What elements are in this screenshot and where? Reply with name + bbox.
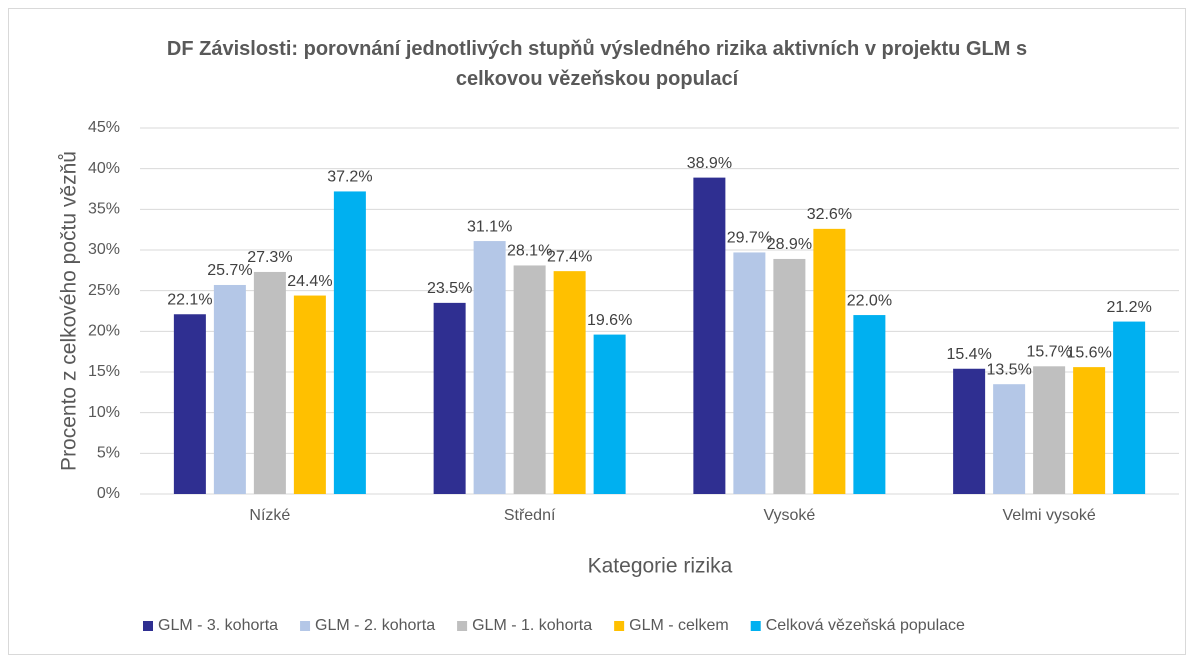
y-tick-label: 20% [88, 323, 120, 340]
y-tick-label: 45% [88, 119, 120, 136]
bar [293, 295, 326, 494]
bar [473, 241, 506, 494]
value-label: 15.4% [946, 346, 991, 363]
value-label: 32.6% [807, 206, 852, 223]
legend-label: GLM - 1. kohorta [472, 617, 592, 634]
x-tick-label: Vysoké [763, 507, 815, 524]
y-tick-label: 0% [97, 485, 120, 502]
x-tick-label: Střední [504, 507, 556, 524]
bar [433, 302, 466, 494]
bar [333, 191, 366, 494]
bar [173, 314, 206, 494]
y-tick-label: 25% [88, 282, 120, 299]
bar [993, 384, 1026, 494]
chart-title: DF Závislosti: porovnání jednotlivých st… [166, 38, 1028, 90]
y-tick-label: 15% [88, 363, 120, 380]
bar [213, 284, 246, 494]
bar [553, 271, 586, 494]
value-label: 27.3% [247, 249, 292, 266]
legend-swatch [300, 621, 311, 631]
value-label: 38.9% [687, 155, 732, 172]
value-label: 13.5% [986, 361, 1031, 378]
y-tick-label: 10% [88, 404, 120, 421]
x-axis-title: Kategorie rizika [588, 555, 733, 578]
bar [693, 177, 726, 494]
bar [953, 368, 986, 494]
bar [853, 315, 886, 494]
y-tick-label: 5% [97, 445, 120, 462]
value-label: 24.4% [287, 273, 332, 290]
bar [1113, 321, 1146, 494]
bar [813, 228, 846, 494]
legend-label: GLM - 3. kohorta [158, 617, 278, 634]
value-label: 37.2% [327, 169, 372, 186]
bar [1033, 366, 1066, 494]
legend-label: GLM - celkem [629, 617, 729, 634]
value-label: 22.0% [847, 292, 892, 309]
bar [1073, 367, 1106, 494]
x-tick-label: Nízké [249, 507, 290, 524]
y-axis-title: Procento z celkového počtu vězňů [58, 151, 81, 471]
value-label: 28.9% [767, 236, 812, 253]
bar [593, 334, 626, 494]
value-label: 27.4% [547, 248, 592, 265]
value-label: 28.1% [507, 243, 552, 260]
legend-swatch [143, 621, 153, 631]
value-label: 25.7% [207, 262, 252, 279]
legend-label: Celková vězeňská populace [766, 617, 965, 634]
bar [773, 258, 806, 494]
value-label: 21.2% [1106, 299, 1151, 316]
chart-border [8, 8, 1186, 655]
value-label: 15.6% [1066, 344, 1111, 361]
y-tick-label: 35% [88, 201, 120, 218]
y-tick-label: 30% [88, 241, 120, 258]
value-label: 23.5% [427, 280, 472, 297]
legend-swatch [457, 621, 468, 631]
bar [513, 265, 546, 494]
legend-swatch [750, 621, 761, 631]
bar [253, 271, 286, 494]
legend-label: GLM - 2. kohorta [315, 617, 435, 634]
value-label: 15.7% [1026, 344, 1071, 361]
bar [733, 252, 766, 494]
x-tick-label: Velmi vysoké [1002, 507, 1095, 524]
value-label: 19.6% [587, 312, 632, 329]
y-tick-label: 40% [88, 160, 120, 177]
value-label: 22.1% [167, 291, 212, 308]
legend-swatch [614, 621, 625, 631]
value-label: 31.1% [467, 218, 512, 235]
value-label: 29.7% [727, 230, 772, 247]
